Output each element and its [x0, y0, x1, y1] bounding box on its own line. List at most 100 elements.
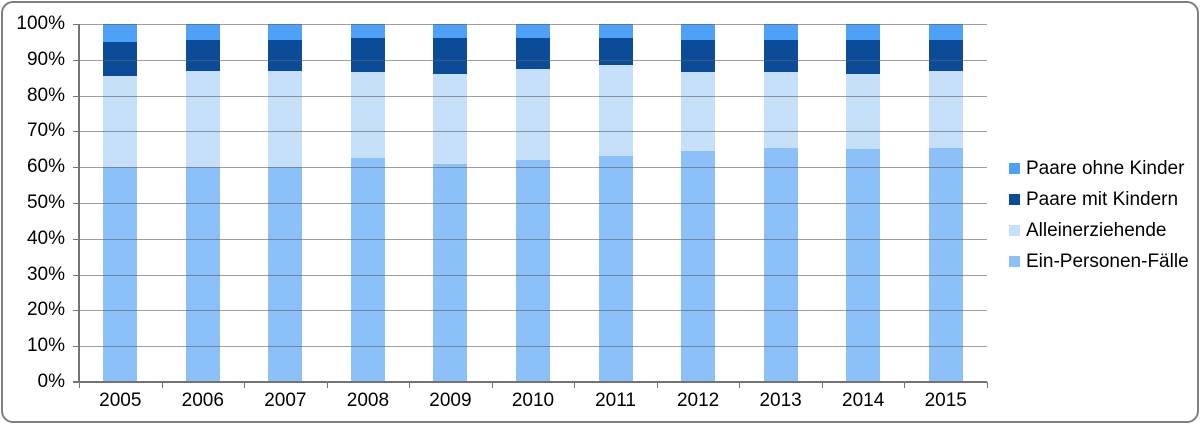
x-tick-mark-7 — [656, 382, 658, 388]
x-tick-mark-3 — [326, 382, 328, 388]
legend-item-Alleinerziehende: Alleinerziehende — [1009, 215, 1189, 246]
bar-segment-2009-Paare mit Kindern — [433, 38, 468, 75]
bar-segment-2005-Paare ohne Kinder — [103, 24, 138, 42]
y-tick-label-0%: 0% — [37, 371, 65, 392]
gridline-60% — [79, 167, 987, 169]
bar-segment-2008-Paare ohne Kinder — [350, 24, 385, 39]
bar-segment-2005-Alleinerziehende — [103, 75, 138, 168]
y-tick-mark-0% — [73, 382, 79, 383]
y-tick-label-10%: 10% — [26, 335, 65, 357]
bar-segment-2010-Alleinerziehende — [516, 68, 550, 161]
x-tick-label-2009: 2009 — [429, 390, 472, 411]
bar-segment-2013-Alleinerziehende — [763, 72, 798, 148]
bar-segment-2009-Ein-Personen-Fälle — [433, 163, 468, 382]
x-tick-mark-9 — [821, 382, 823, 388]
y-tick-mark-50% — [73, 203, 79, 204]
bar-segment-2006-Ein-Personen-Fälle — [185, 167, 220, 382]
x-tick-label-2014: 2014 — [842, 390, 885, 411]
x-tick-label-2007: 2007 — [264, 390, 307, 411]
legend: Paare ohne Kinder Paare mit Kindern Allein… — [1009, 153, 1189, 277]
bar-segment-2006-Paare ohne Kinder — [185, 24, 220, 41]
legend-label: Paare ohne Kinder — [1026, 157, 1185, 179]
legend-swatch-icon — [1009, 163, 1020, 174]
y-tick-label-80%: 80% — [26, 84, 65, 106]
bar-segment-2011-Alleinerziehende — [598, 65, 633, 157]
legend-swatch-icon — [1009, 256, 1020, 267]
bar-segment-2008-Alleinerziehende — [350, 72, 385, 159]
bar-2009 — [433, 24, 468, 382]
bar-2005 — [103, 24, 138, 382]
bar-segment-2014-Paare mit Kindern — [846, 40, 881, 75]
y-tick-mark-70% — [73, 131, 79, 133]
legend-swatch-icon — [1009, 194, 1020, 205]
legend-swatch-icon — [1009, 225, 1020, 236]
gridline-40% — [79, 238, 987, 240]
y-tick-mark-90% — [73, 59, 79, 61]
bar-segment-2007-Paare mit Kindern — [268, 40, 303, 71]
gridline-100% — [79, 24, 987, 25]
bar-segment-2015-Ein-Personen-Fälle — [928, 147, 963, 382]
gridline-90% — [79, 59, 987, 61]
y-tick-label-70%: 70% — [26, 120, 65, 142]
bar-segment-2005-Paare mit Kindern — [103, 41, 138, 76]
legend-label: Ein-Personen-Fälle — [1026, 250, 1189, 272]
x-tick-mark-2 — [244, 382, 246, 388]
bar-segment-2012-Paare mit Kindern — [681, 40, 716, 73]
bar-2013 — [763, 24, 798, 382]
x-axis-line — [73, 381, 987, 383]
y-tick-mark-40% — [73, 238, 79, 240]
bar-segment-2010-Ein-Personen-Fälle — [516, 160, 550, 382]
bar-segment-2012-Ein-Personen-Fälle — [681, 151, 716, 382]
x-tick-mark-4 — [409, 382, 411, 388]
bar-segment-2015-Paare ohne Kinder — [928, 24, 963, 41]
x-tick-label-2011: 2011 — [595, 390, 636, 411]
gridline-80% — [79, 95, 987, 97]
x-tick-mark-10 — [904, 382, 906, 388]
legend-label: Paare mit Kindern — [1026, 188, 1179, 210]
gridline-20% — [79, 310, 987, 312]
bar-segment-2012-Alleinerziehende — [681, 72, 716, 152]
bar-segment-2014-Alleinerziehende — [846, 74, 881, 150]
bar-segment-2015-Paare mit Kindern — [928, 40, 963, 71]
x-tick-label-2013: 2013 — [759, 390, 802, 411]
y-tick-mark-100% — [73, 24, 79, 25]
bar-segment-2006-Alleinerziehende — [185, 70, 220, 168]
y-tick-label-20%: 20% — [26, 299, 65, 321]
bar-segment-2009-Paare ohne Kinder — [433, 24, 468, 39]
x-tick-mark-1 — [161, 382, 163, 388]
y-tick-mark-60% — [73, 167, 79, 169]
y-tick-mark-10% — [73, 346, 79, 348]
legend-label: Alleinerziehende — [1026, 219, 1167, 241]
bar-2008 — [350, 24, 385, 382]
bar-segment-2007-Paare ohne Kinder — [268, 24, 303, 41]
x-tick-label-2006: 2006 — [181, 390, 224, 411]
y-tick-label-90%: 90% — [26, 48, 65, 70]
x-tick-mark-6 — [574, 382, 576, 388]
bar-segment-2011-Paare mit Kindern — [598, 38, 633, 66]
bar-segment-2013-Ein-Personen-Fälle — [763, 147, 798, 382]
y-tick-label-50%: 50% — [26, 192, 65, 213]
bar-segment-2007-Alleinerziehende — [268, 70, 303, 168]
x-tick-label-2012: 2012 — [676, 390, 720, 411]
x-tick-mark-11 — [987, 382, 988, 388]
bar-2010 — [516, 24, 550, 382]
x-tick-label-2008: 2008 — [346, 390, 390, 411]
y-tick-mark-20% — [73, 310, 79, 312]
bar-2011 — [598, 24, 633, 382]
bar-segment-2010-Paare mit Kindern — [516, 38, 550, 69]
bar-segment-2011-Ein-Personen-Fälle — [598, 156, 633, 382]
bar-segment-2007-Ein-Personen-Fälle — [268, 167, 303, 382]
bar-segment-2006-Paare mit Kindern — [185, 40, 220, 71]
bar-segment-2008-Ein-Personen-Fälle — [350, 158, 385, 382]
gridline-50% — [79, 203, 987, 204]
y-tick-label-100%: 100% — [16, 13, 65, 34]
bar-2006 — [185, 24, 220, 382]
bar-segment-2014-Ein-Personen-Fälle — [846, 149, 881, 382]
gridline-70% — [79, 131, 987, 133]
y-axis-line — [78, 24, 80, 383]
bar-segment-2010-Paare ohne Kinder — [516, 24, 550, 39]
bar-segment-2012-Paare ohne Kinder — [681, 24, 716, 41]
legend-item-Paare mit Kindern: Paare mit Kindern — [1009, 184, 1189, 215]
